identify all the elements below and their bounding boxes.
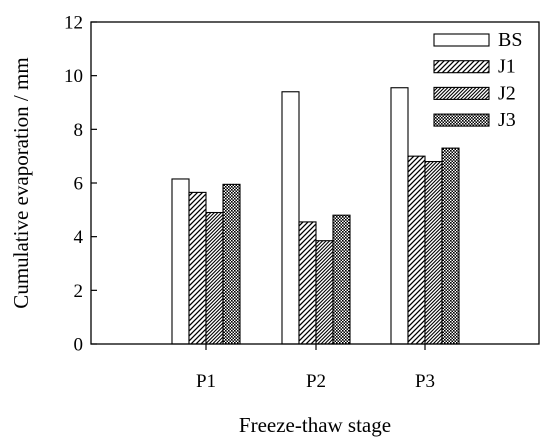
legend-label-bs: BS [498, 29, 522, 51]
y-tick-label: 2 [74, 281, 84, 302]
legend: BS J1 J2 J3 [433, 29, 522, 131]
bars-group [171, 87, 460, 345]
bar-j1-p1 [188, 191, 207, 345]
x-axis-ticks: P1 P2 P3 [196, 344, 435, 392]
bar-j2-p1 [205, 211, 224, 345]
legend-label-j3: J3 [498, 109, 516, 131]
y-tick-label: 4 [74, 227, 84, 248]
y-tick-label: 6 [74, 174, 84, 195]
x-tick-label: P2 [306, 371, 326, 392]
plot-frame [90, 21, 540, 345]
y-tick-label: 0 [74, 335, 84, 356]
legend-swatch-j1 [433, 60, 490, 74]
x-tick-label: P1 [196, 371, 216, 392]
bar-bs-p1 [171, 178, 190, 345]
bar-j3-p2 [332, 214, 351, 345]
y-tick-label: 12 [64, 13, 83, 34]
bar-bs-p3 [390, 87, 409, 345]
legend-label-j1: J1 [498, 56, 516, 78]
bar-bs-p2 [281, 91, 300, 345]
bar-j2-p2 [315, 240, 334, 345]
y-tick-label: 8 [74, 120, 84, 141]
y-axis-label: Cumulative evaporation / mm [9, 57, 33, 308]
bar-j2-p3 [424, 160, 443, 345]
legend-swatch-j2 [433, 86, 490, 100]
legend-label-j2: J2 [498, 82, 516, 104]
legend-swatch-j3 [433, 113, 490, 127]
y-axis-ticks: 0 2 4 6 8 10 12 [64, 13, 97, 356]
bar-j3-p3 [441, 147, 460, 345]
bar-j3-p1 [222, 183, 241, 345]
x-axis-label: Freeze-thaw stage [239, 413, 391, 437]
bar-j1-p3 [407, 155, 426, 345]
x-tick-label: P3 [415, 371, 435, 392]
y-tick-label: 10 [64, 66, 83, 87]
legend-swatch-bs [433, 33, 490, 47]
bar-j1-p2 [298, 221, 317, 345]
